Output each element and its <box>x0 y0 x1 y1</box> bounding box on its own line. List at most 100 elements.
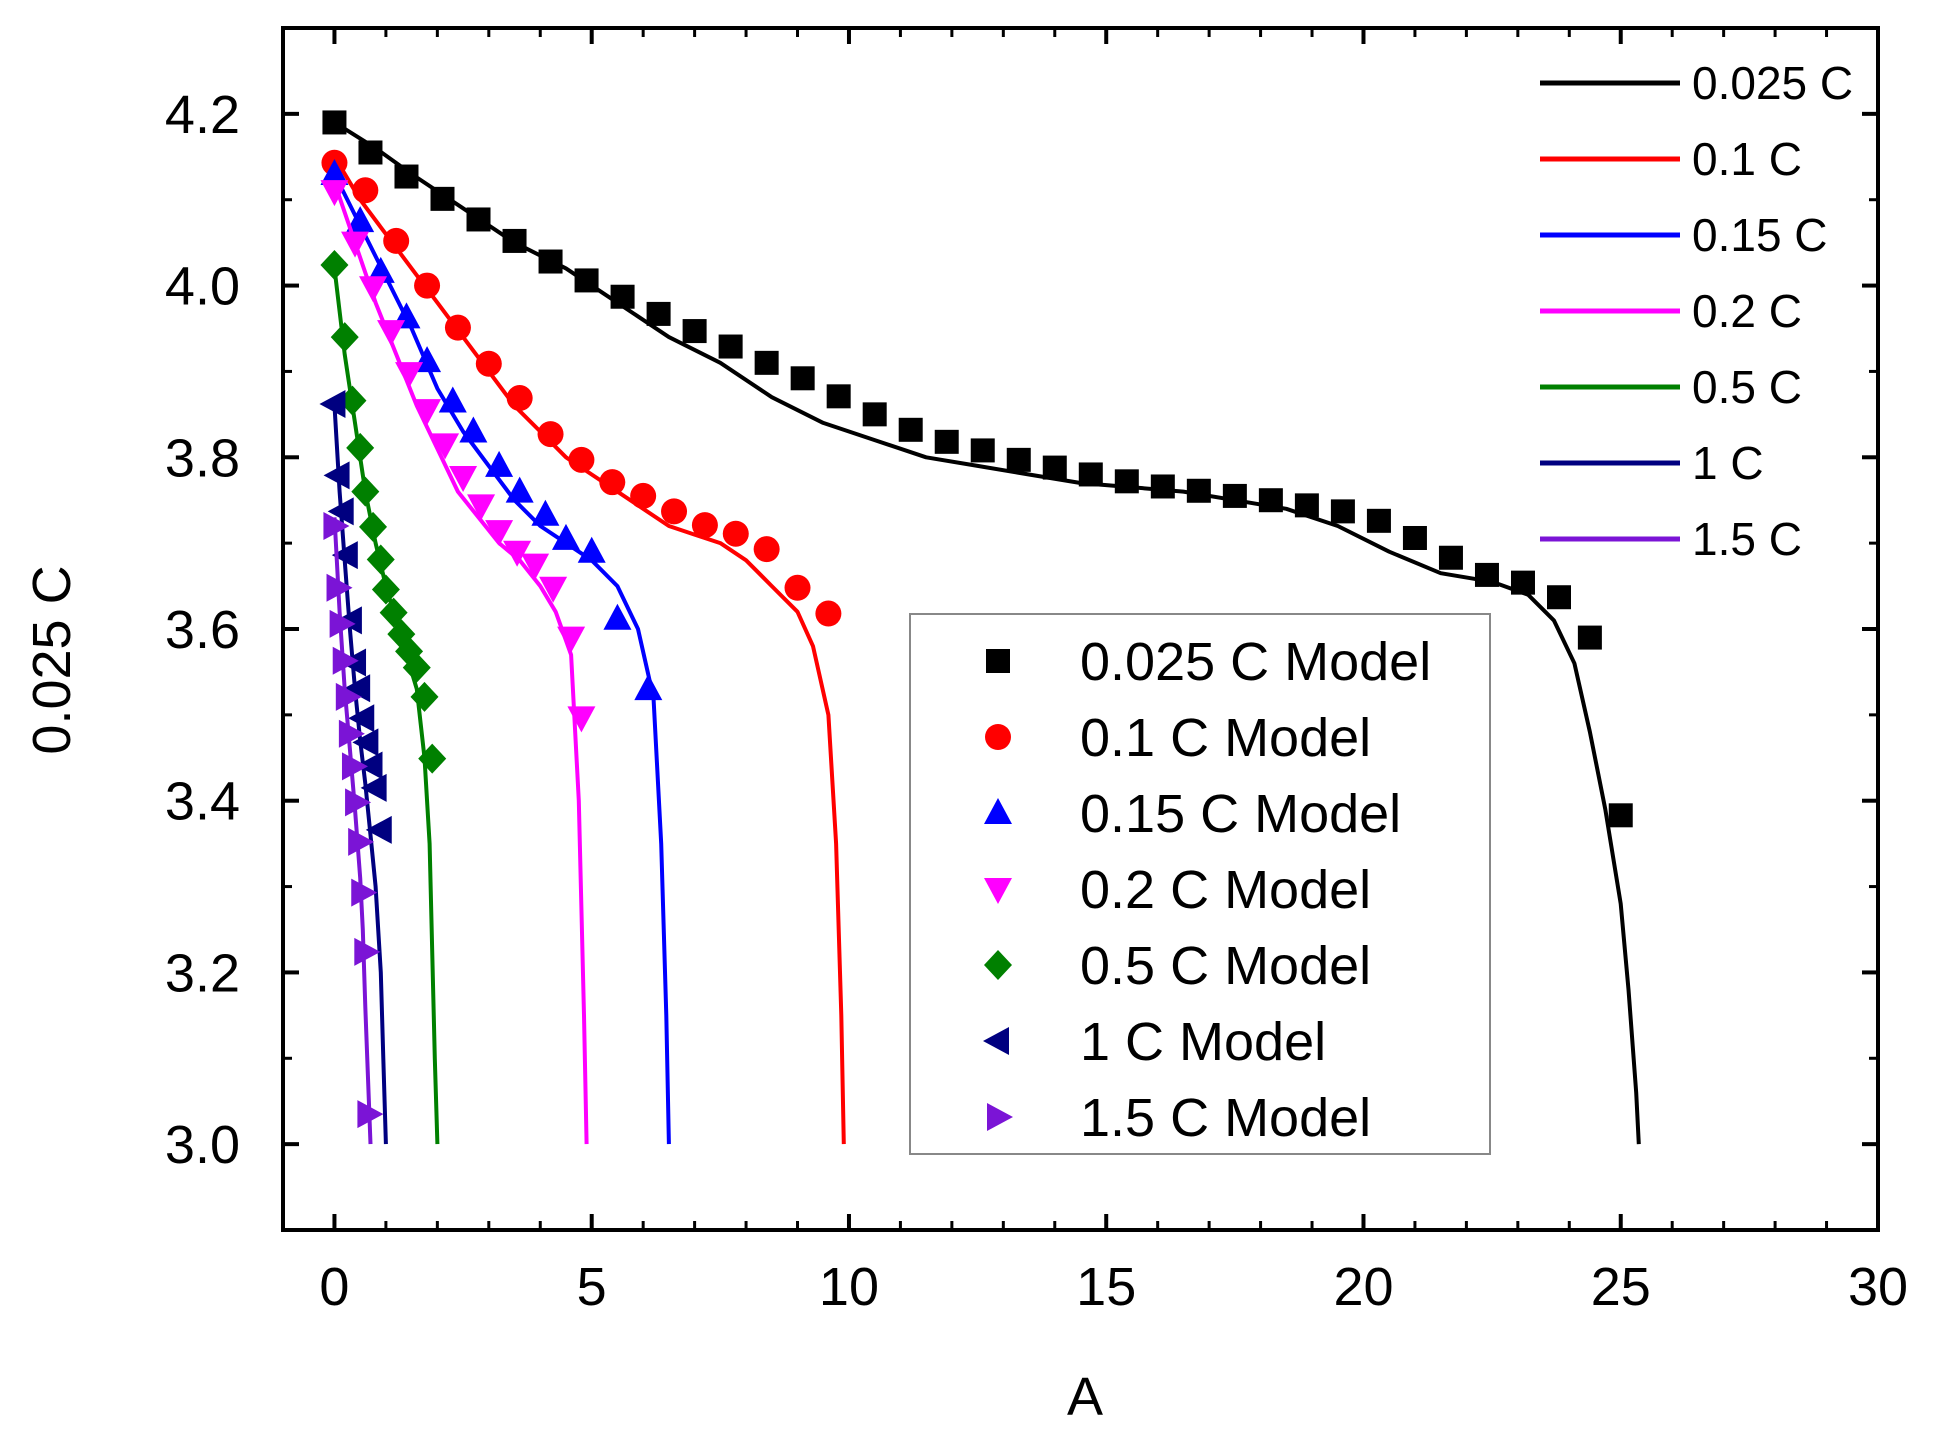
y-axis-label: 0.025 C <box>22 565 82 754</box>
legend-marker-label: 0.15 C Model <box>1080 784 1401 844</box>
data-point <box>754 350 779 375</box>
legend-marker-swatch <box>983 1027 1009 1055</box>
legend-marker-entry: 0.025 C Model <box>986 632 1431 692</box>
data-point <box>475 350 502 377</box>
data-point <box>354 937 381 966</box>
x-tick-label: 30 <box>1848 1257 1908 1317</box>
y-tick-label: 3.8 <box>165 428 240 488</box>
data-point <box>630 482 657 509</box>
data-point <box>331 541 358 570</box>
data-point <box>359 511 388 542</box>
legend-line-entry: 1.5 C <box>1540 513 1802 565</box>
data-point <box>1438 545 1463 570</box>
data-point <box>599 469 626 496</box>
series-4 <box>320 180 596 1145</box>
data-point <box>346 432 375 463</box>
legend-line-entry: 0.15 C <box>1540 209 1828 261</box>
data-point <box>320 158 349 185</box>
data-point <box>348 704 375 733</box>
data-point <box>1006 447 1031 472</box>
data-point <box>537 421 564 448</box>
legend-line-label: 0.15 C <box>1692 209 1828 261</box>
x-tick-label: 15 <box>1076 1257 1136 1317</box>
data-point <box>1474 562 1499 587</box>
data-point <box>377 320 406 347</box>
data-point <box>898 417 923 442</box>
data-point <box>1366 508 1391 533</box>
data-point <box>395 362 424 389</box>
data-point <box>521 553 550 580</box>
data-point <box>577 536 606 563</box>
series-5 <box>320 249 447 1145</box>
data-point <box>341 752 368 781</box>
data-point <box>418 743 447 774</box>
legend-marker-label: 0.1 C Model <box>1080 708 1371 768</box>
data-point <box>413 399 442 426</box>
data-point <box>1510 570 1535 595</box>
data-point <box>383 227 410 254</box>
data-point <box>1258 488 1283 513</box>
data-point <box>352 177 379 204</box>
y-tick-label: 4.2 <box>165 85 240 145</box>
data-point <box>718 334 743 359</box>
data-point <box>335 682 362 711</box>
data-point <box>1608 803 1633 828</box>
data-point <box>538 249 563 274</box>
x-tick-label: 20 <box>1333 1257 1393 1317</box>
data-point <box>661 498 688 525</box>
legend-marker-entry: 1 C Model <box>983 1012 1326 1072</box>
legend-marker-label: 1.5 C Model <box>1080 1088 1371 1148</box>
data-point <box>322 110 347 135</box>
data-point <box>634 674 663 701</box>
axis-ticks: 0 5 10 15 20 25 30 3.0 3.2 3.4 3.6 3.8 4.0 4.2 <box>165 26 1908 1317</box>
data-point <box>568 446 595 473</box>
data-point <box>431 433 460 460</box>
legend-line-label: 0.2 C <box>1692 285 1802 337</box>
legend-marker-label: 0.5 C Model <box>1080 936 1371 996</box>
data-point <box>345 788 372 817</box>
legend-line-entry: 0.5 C <box>1540 361 1802 413</box>
legend-marker-swatch <box>984 798 1012 824</box>
data-point <box>815 600 842 627</box>
legend-line-entry: 0.025 C <box>1540 57 1853 109</box>
data-point <box>505 476 534 503</box>
y-tick-label: 3.4 <box>165 772 240 832</box>
legend-line-entry: 1 C <box>1540 437 1764 489</box>
data-point <box>344 674 371 703</box>
legend-marker-entry: 0.1 C Model <box>985 708 1371 768</box>
data-point <box>351 878 378 907</box>
data-point <box>531 499 560 526</box>
data-point <box>449 466 478 493</box>
data-point <box>1294 493 1319 518</box>
data-point <box>365 815 392 844</box>
legend-marker-swatch <box>984 878 1012 904</box>
data-point <box>682 319 707 344</box>
data-point <box>438 386 467 413</box>
data-point <box>610 284 635 309</box>
legend-line-entry: 0.1 C <box>1540 133 1802 185</box>
data-point <box>330 322 359 353</box>
data-point <box>551 523 580 550</box>
data-point <box>414 272 441 299</box>
series-2 <box>321 149 846 1145</box>
data-point <box>1547 585 1571 610</box>
legend-line-label: 0.025 C <box>1692 57 1853 109</box>
data-point <box>1402 525 1427 550</box>
data-point <box>691 512 718 539</box>
data-point <box>320 249 349 280</box>
x-tick-label: 0 <box>319 1257 349 1317</box>
data-point <box>410 681 439 712</box>
data-point <box>356 751 383 780</box>
y-tick-label: 4.0 <box>165 257 240 317</box>
data-point <box>358 140 383 165</box>
y-tick-label: 3.6 <box>165 600 240 660</box>
data-point <box>329 609 356 638</box>
legend-marker-swatch <box>987 1103 1013 1131</box>
y-tick-label: 3.0 <box>165 1115 240 1175</box>
x-tick-label: 10 <box>819 1257 879 1317</box>
data-point <box>567 706 596 733</box>
data-point <box>862 402 887 427</box>
legend-line-entry: 0.2 C <box>1540 285 1802 337</box>
legend-marker-entry: 0.2 C Model <box>984 860 1371 920</box>
data-point <box>574 268 599 293</box>
